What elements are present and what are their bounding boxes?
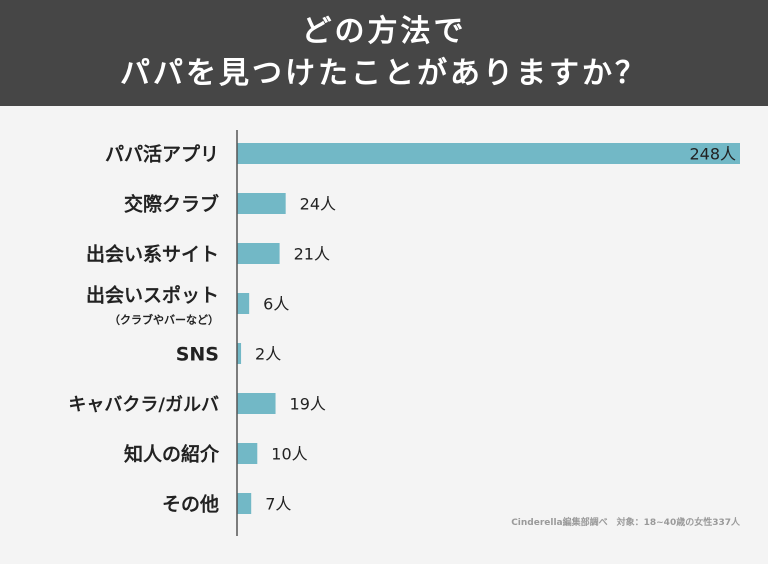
source-note: Cinderella編集部調べ 対象：18~40歳の女性337人: [511, 518, 740, 528]
value-label-0: 248人: [689, 145, 736, 164]
value-label-3: 6人: [263, 295, 289, 314]
bar-6: [237, 443, 258, 464]
value-label-7: 7人: [265, 495, 291, 514]
bar-2: [237, 243, 280, 264]
value-label-4: 2人: [255, 345, 281, 364]
bar-0: [237, 143, 740, 164]
value-label-1: 24人: [300, 195, 336, 214]
bar-7: [237, 493, 252, 514]
bar-4: [237, 343, 242, 364]
value-label-5: 19人: [290, 395, 326, 414]
value-label-2: 21人: [294, 245, 330, 264]
category-label-1: 交際クラブ: [124, 193, 219, 216]
chart-header: どの方法で パパを見つけたことがありますか？: [0, 0, 768, 106]
category-label-5: キャバクラ/ガルバ: [68, 395, 219, 416]
category-label-6: 知人の紹介: [124, 443, 220, 466]
category-label-7: その他: [162, 493, 219, 516]
chart-title-line-2: パパを見つけたことがありますか？: [120, 56, 648, 91]
bar-5: [237, 393, 276, 414]
chart-title-line-1: どの方法で: [301, 14, 467, 49]
category-label-3: 出会いスポット: [86, 284, 219, 307]
category-label-2: 出会い系サイト: [86, 243, 219, 266]
category-label-0: パパ活アプリ: [105, 143, 219, 166]
category-sublabel-3: （クラブやバーなど）: [109, 313, 219, 327]
bar-3: [237, 293, 250, 314]
category-label-4: SNS: [176, 344, 219, 366]
value-label-6: 10人: [271, 445, 307, 464]
bar-1: [237, 193, 286, 214]
